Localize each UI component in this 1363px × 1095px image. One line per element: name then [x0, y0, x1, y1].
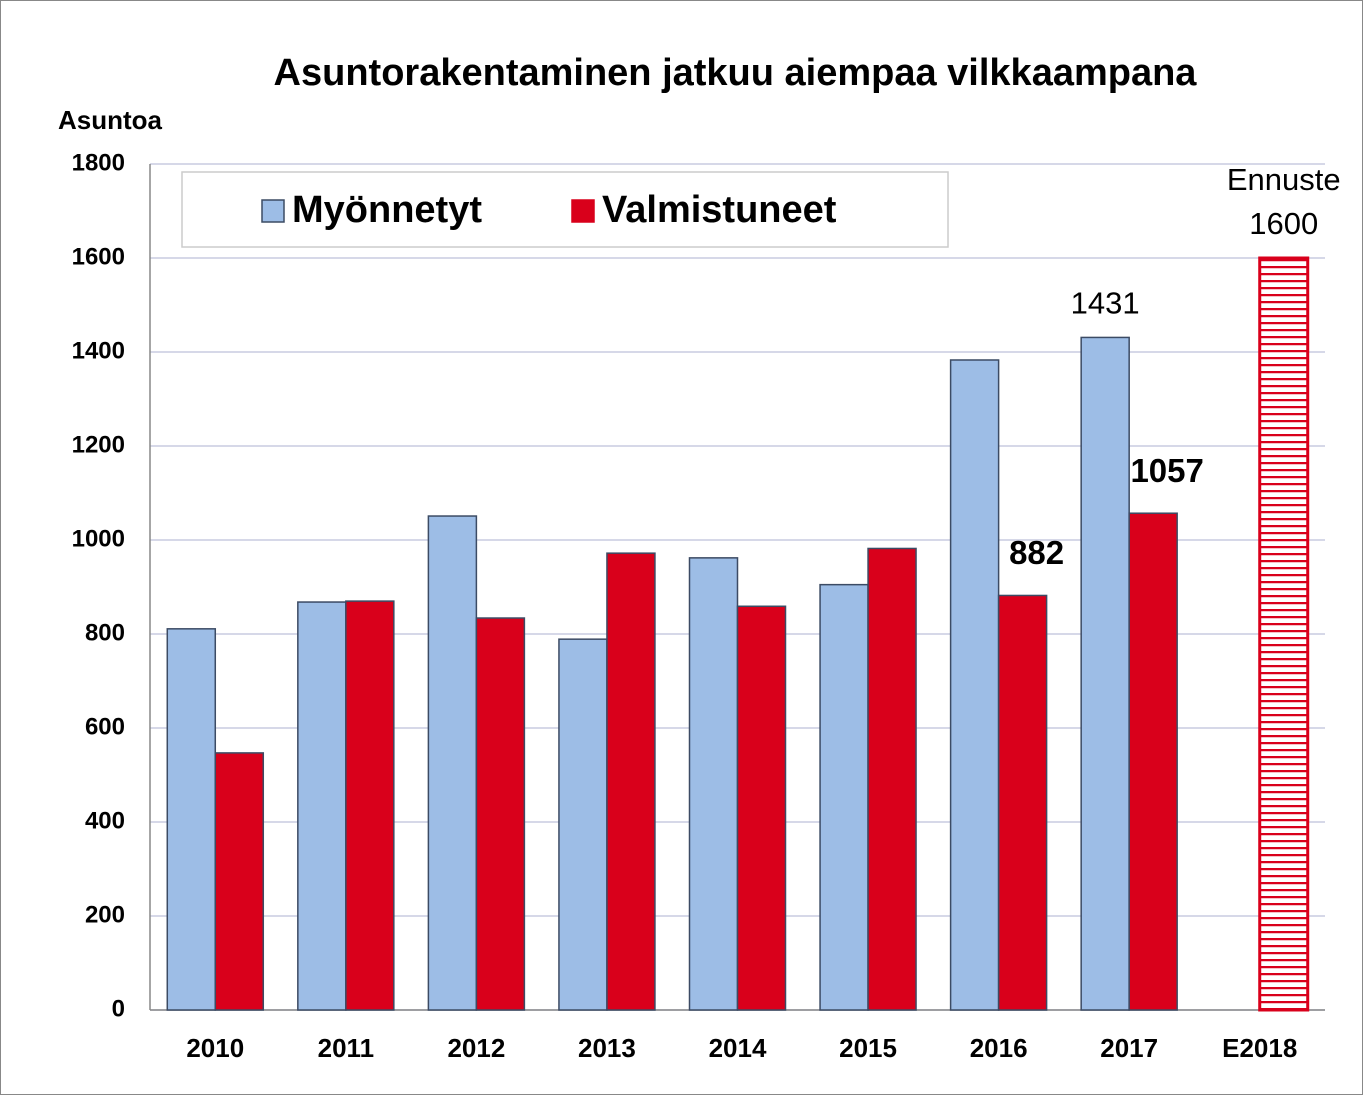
- bar: [214, 752, 265, 1011]
- bar: [819, 583, 869, 1011]
- bar: [297, 601, 347, 1011]
- x-tick-label: 2016: [970, 1033, 1028, 1063]
- y-tick-label: 1600: [72, 243, 125, 270]
- data-label: 1057: [1130, 452, 1203, 489]
- y-axis-title: Asuntoa: [58, 105, 163, 135]
- bar: [166, 628, 217, 1011]
- bar: [688, 557, 739, 1011]
- y-tick-label: 600: [85, 713, 125, 740]
- bar: [867, 547, 917, 1011]
- bar: [475, 617, 526, 1011]
- y-tick-label: 1200: [72, 431, 125, 458]
- y-tick-label: 200: [85, 901, 125, 928]
- x-tick-label: 2014: [709, 1033, 767, 1063]
- y-tick-label: 1800: [72, 149, 125, 176]
- bar: [427, 515, 478, 1011]
- y-tick-label: 400: [85, 807, 125, 834]
- chart-title: Asuntorakentaminen jatkuu aiempaa vilkka…: [274, 52, 1198, 94]
- x-tick-label: 2010: [186, 1033, 244, 1063]
- y-tick-label: 1000: [72, 525, 125, 552]
- data-label: 882: [1009, 534, 1064, 571]
- bar: [1080, 336, 1130, 1011]
- data-label: 1600: [1249, 206, 1318, 241]
- bar: [345, 600, 395, 1011]
- legend-swatch: [571, 199, 595, 223]
- y-tick-label: 1400: [72, 337, 125, 364]
- y-tick-label: 800: [85, 619, 125, 646]
- x-tick-label: 2017: [1100, 1033, 1158, 1063]
- legend-swatch: [261, 199, 285, 223]
- x-tick-label: 2015: [839, 1033, 897, 1063]
- data-label: 1431: [1071, 286, 1140, 321]
- bar: [949, 359, 1000, 1011]
- bar: [736, 605, 787, 1011]
- x-tick-label: E2018: [1222, 1033, 1297, 1063]
- annotation: Ennuste: [1227, 162, 1341, 197]
- bar: [606, 552, 656, 1011]
- legend-label: Valmistuneet: [602, 189, 837, 231]
- bar: [997, 594, 1048, 1011]
- bar: [1128, 512, 1178, 1011]
- legend-box: [181, 171, 949, 248]
- bar: [558, 638, 608, 1011]
- x-tick-label: 2011: [318, 1033, 374, 1063]
- y-tick-label: 0: [112, 995, 125, 1022]
- x-tick-label: 2012: [447, 1033, 505, 1063]
- legend-label: Myönnetyt: [292, 189, 482, 231]
- x-tick-label: 2013: [578, 1033, 636, 1063]
- bar: [1258, 256, 1310, 1012]
